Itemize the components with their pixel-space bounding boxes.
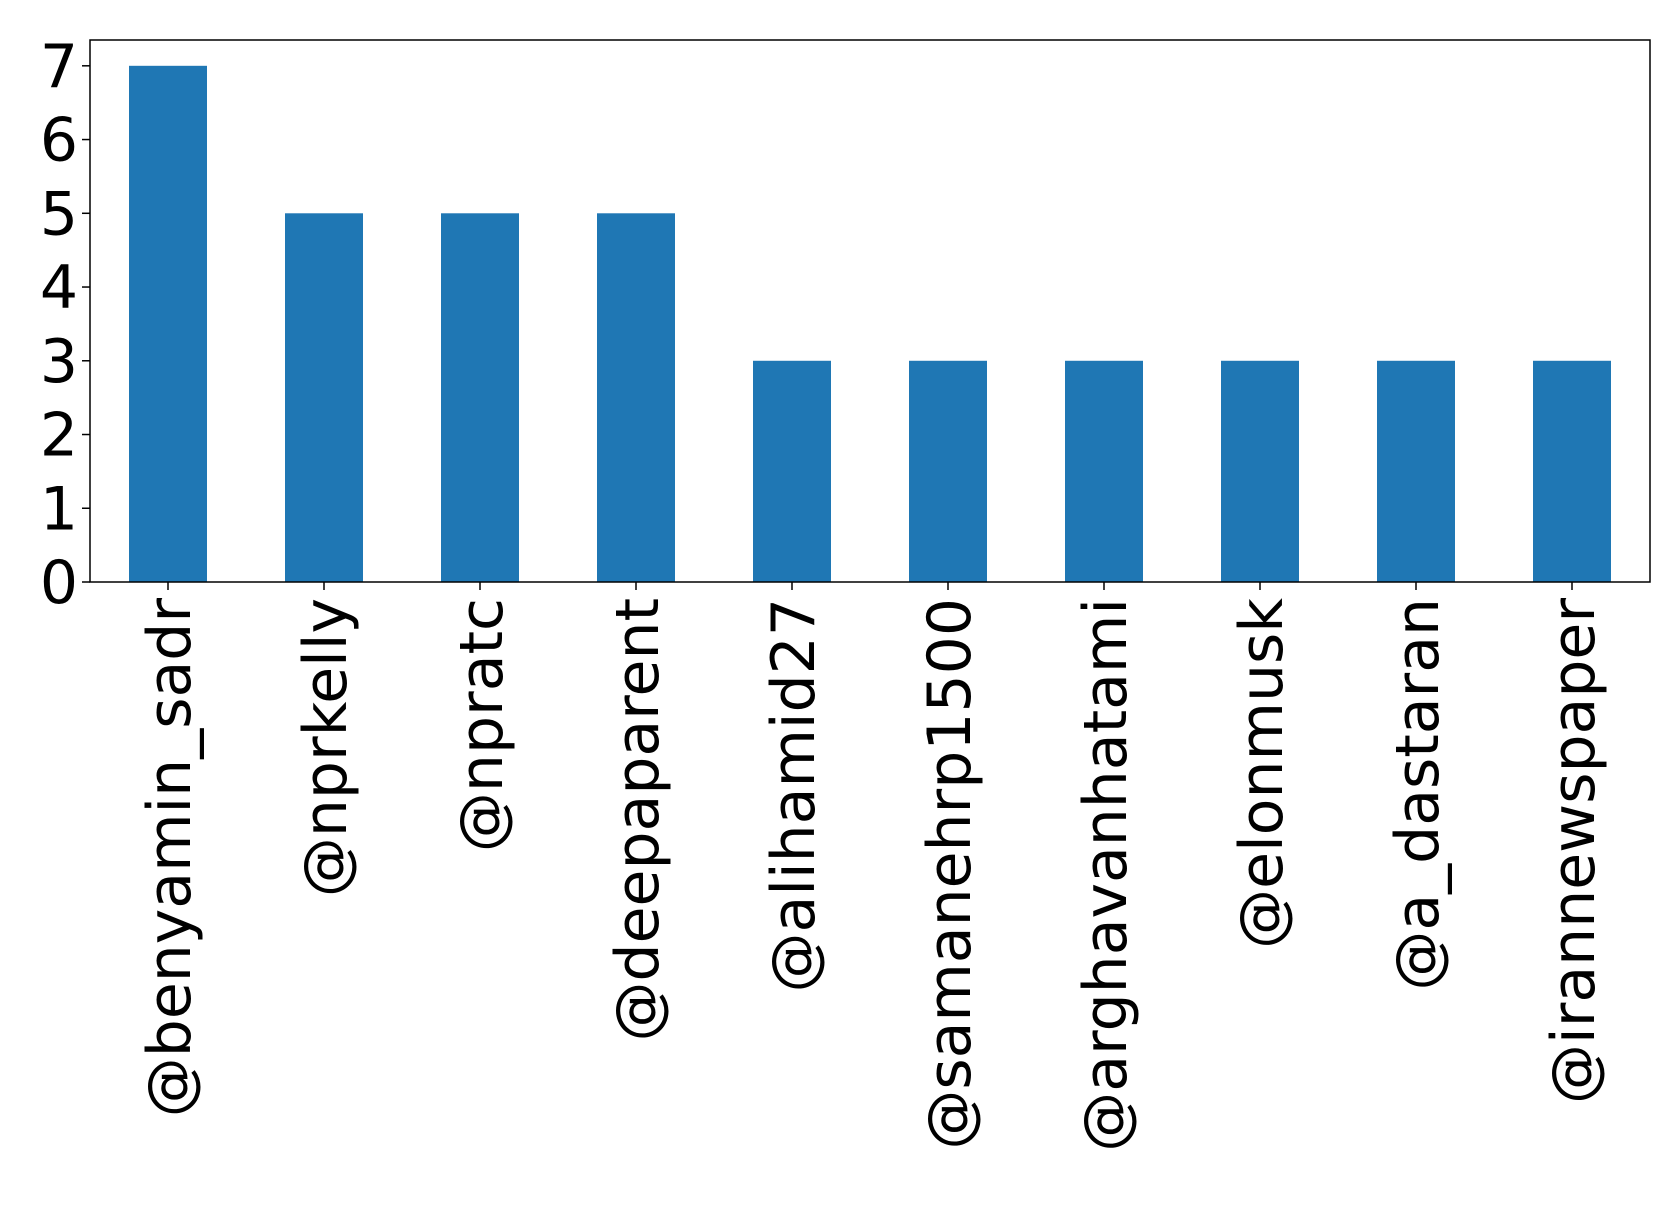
bar-irannewspaper xyxy=(1533,360,1611,582)
y-tick-label: 7 xyxy=(40,32,78,102)
bar-deepaparent xyxy=(597,213,675,582)
x-tick-label: @samanehrp1500 xyxy=(915,598,985,1150)
bar-arghavanhatami xyxy=(1065,360,1143,582)
x-tick-label: @elonmusk xyxy=(1227,598,1297,949)
bar-elonmusk xyxy=(1221,360,1299,582)
bar-nprkelly xyxy=(285,213,363,582)
y-tick-label: 5 xyxy=(40,179,78,249)
y-tick-label: 1 xyxy=(40,474,78,544)
x-tick-label: @arghavanhatami xyxy=(1071,598,1141,1152)
bar-a-dastaran xyxy=(1377,360,1455,582)
bar-samanehrp1500 xyxy=(909,360,987,582)
x-tick-label: @deepaparent xyxy=(603,598,673,1041)
x-tick-label: @benyamin_sadr xyxy=(135,598,205,1118)
y-tick-label: 2 xyxy=(40,401,78,471)
bars-group xyxy=(129,65,1611,583)
x-tick-label: @alihamid27 xyxy=(759,598,829,992)
x-tick-label: @npratc xyxy=(447,598,517,852)
x-axis: @benyamin_sadr @nprkelly @npratc @deepapare… xyxy=(135,582,1609,1152)
y-tick-label: 6 xyxy=(40,106,78,176)
x-tick-label: @irannewspaper xyxy=(1539,598,1609,1104)
y-tick-label: 0 xyxy=(40,548,78,618)
y-tick-label: 3 xyxy=(40,327,78,397)
x-tick-label: @nprkelly xyxy=(291,598,361,897)
bar-alihamid27 xyxy=(753,360,831,582)
plot-frame xyxy=(89,39,1651,583)
bar-npratc xyxy=(441,213,519,582)
x-tick-label: @a_dastaran xyxy=(1383,598,1453,991)
y-tick-label: 4 xyxy=(40,253,78,323)
bar-benyamin-sadr xyxy=(129,65,207,583)
